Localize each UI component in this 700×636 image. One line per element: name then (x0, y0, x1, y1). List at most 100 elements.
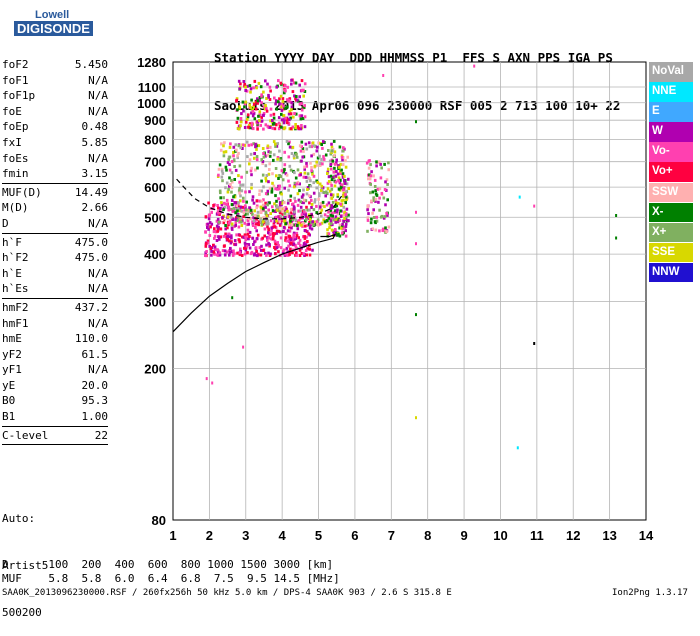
echo-point (243, 246, 246, 250)
echo-point (329, 174, 333, 178)
echo-point (344, 234, 348, 238)
echo-point (247, 243, 251, 247)
echo-point (272, 153, 276, 157)
echo-point (309, 216, 312, 220)
echo-point (220, 201, 223, 205)
echo-point (243, 221, 246, 225)
echo-point (302, 94, 305, 98)
echo-point (311, 172, 314, 176)
echo-point (293, 94, 296, 98)
echo-point (283, 119, 286, 123)
param-value: N/A (88, 151, 108, 165)
echo-point (306, 240, 309, 243)
echo-point (275, 199, 278, 203)
echo-point (217, 220, 221, 224)
echo-point (248, 122, 252, 126)
echo-point (248, 206, 251, 210)
echo-point (249, 217, 252, 221)
echo-point (286, 201, 290, 205)
echo-point (287, 223, 291, 227)
param-row: D N/A (2, 216, 108, 232)
echo-point (267, 150, 270, 154)
echo-point (282, 170, 286, 174)
echo-point (330, 167, 333, 171)
echo-point (327, 201, 331, 205)
echo-point (248, 190, 251, 194)
echo-point (239, 82, 242, 86)
echo-point (320, 221, 324, 225)
echo-point (265, 253, 268, 257)
echo-point (290, 78, 293, 82)
echo-point (303, 224, 307, 228)
echo-point (227, 239, 231, 243)
echo-point (269, 119, 272, 123)
echo-point (293, 237, 296, 241)
echo-point (252, 219, 256, 223)
echo-point (276, 205, 279, 209)
echo-point (279, 81, 283, 85)
echo-point (280, 169, 284, 173)
echo-point (223, 218, 226, 222)
echo-point (275, 174, 278, 178)
echo-point (282, 229, 285, 233)
echo-point (277, 250, 280, 254)
echo-point (346, 155, 349, 159)
echo-point (300, 213, 304, 217)
echo-point (322, 140, 325, 144)
echo-point (303, 235, 306, 239)
echo-point (275, 229, 279, 233)
echo-point (271, 209, 275, 213)
echo-point (271, 172, 274, 176)
echo-point (283, 163, 287, 167)
echo-point (339, 178, 342, 182)
echo-point (248, 235, 251, 238)
param-row: M(D) 2.66 (2, 200, 108, 216)
y-tick-label: 1000 (137, 96, 166, 111)
echo-point (285, 246, 289, 250)
echo-point (256, 124, 259, 128)
echo-point (245, 140, 249, 144)
param-value: N/A (88, 73, 108, 87)
echo-point (328, 226, 331, 230)
echo-point (287, 99, 290, 103)
echo-point (309, 184, 313, 188)
echo-point (212, 243, 215, 247)
echo-point (227, 187, 230, 191)
param-label: foF1 (2, 73, 29, 87)
echo-point (285, 116, 289, 120)
echo-point (283, 91, 286, 95)
echo-point (271, 235, 275, 239)
echo-point (260, 115, 263, 119)
echo-point (249, 152, 253, 156)
echo-point (281, 178, 285, 182)
echo-point (269, 150, 272, 154)
echo-point (250, 186, 253, 190)
echo-point (260, 223, 264, 227)
echo-point (285, 118, 289, 122)
echo-point (379, 176, 383, 180)
echo-point (328, 189, 332, 193)
echo-point (251, 212, 254, 216)
echo-point (225, 198, 229, 202)
echo-point (230, 207, 233, 211)
echo-point (255, 158, 259, 162)
echo-point (259, 218, 262, 222)
echo-point (321, 200, 325, 204)
echo-point (248, 84, 252, 88)
echo-point (220, 203, 224, 207)
echo-point (330, 149, 333, 153)
echo-point (344, 182, 347, 185)
echo-point (344, 229, 347, 233)
echo-point (284, 206, 287, 210)
echo-point (247, 237, 250, 241)
echo-point (252, 216, 255, 220)
echo-point (313, 200, 317, 204)
echo-point (279, 207, 282, 211)
echo-point (251, 222, 255, 226)
footer-muf-row: MUF 5.8 5.8 6.0 6.4 6.8 7.5 9.5 14.5 [MH… (2, 572, 340, 585)
echo-point (280, 102, 284, 106)
echo-point (292, 233, 295, 237)
param-row: foEs N/A (2, 151, 108, 167)
echo-point (227, 232, 231, 236)
echo-point (303, 104, 306, 108)
